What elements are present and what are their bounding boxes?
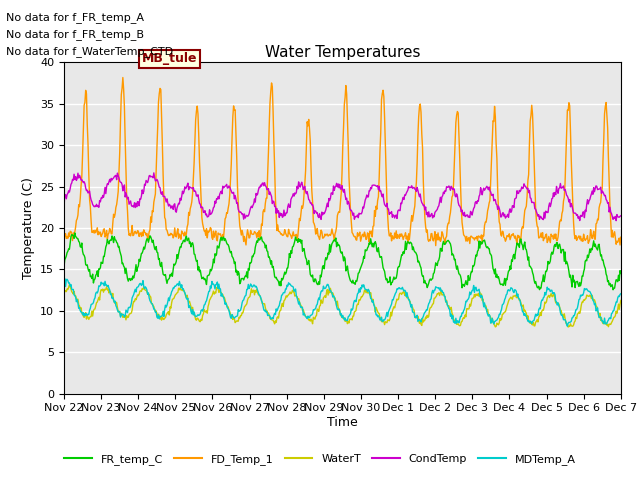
- Text: No data for f_WaterTemp_CTD: No data for f_WaterTemp_CTD: [6, 46, 173, 57]
- Y-axis label: Temperature (C): Temperature (C): [22, 177, 35, 279]
- Text: No data for f_FR_temp_B: No data for f_FR_temp_B: [6, 29, 145, 40]
- X-axis label: Time: Time: [327, 416, 358, 429]
- Title: Water Temperatures: Water Temperatures: [265, 45, 420, 60]
- Legend: FR_temp_C, FD_Temp_1, WaterT, CondTemp, MDTemp_A: FR_temp_C, FD_Temp_1, WaterT, CondTemp, …: [60, 450, 580, 469]
- Text: No data for f_FR_temp_A: No data for f_FR_temp_A: [6, 12, 145, 23]
- Text: MB_tule: MB_tule: [142, 52, 198, 65]
